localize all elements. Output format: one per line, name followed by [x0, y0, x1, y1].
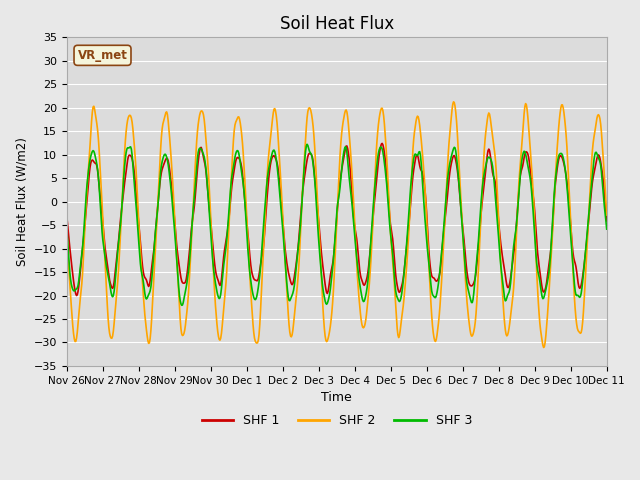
SHF 3 [303, 142, 311, 147]
Line: SHF 2: SHF 2 [67, 102, 607, 348]
SHF 2 [450, 99, 458, 105]
SHF 3 [128, 152, 136, 158]
Line: SHF 1: SHF 1 [67, 144, 607, 296]
SHF 1 [73, 293, 81, 299]
SHF 3 [404, 227, 412, 233]
SHF 2 [63, 230, 70, 236]
SHF 1 [603, 218, 611, 224]
SHF 2 [73, 336, 81, 341]
SHF 3 [420, 196, 428, 202]
SHF 2 [540, 345, 547, 350]
SHF 2 [183, 309, 191, 314]
SHF 1 [378, 141, 386, 146]
Text: VR_met: VR_met [77, 49, 127, 62]
SHF 3 [184, 275, 191, 280]
SHF 1 [212, 272, 220, 277]
SHF 1 [63, 213, 70, 218]
Line: SHF 3: SHF 3 [67, 144, 607, 305]
SHF 2 [403, 269, 410, 275]
SHF 2 [418, 145, 426, 151]
SHF 3 [73, 286, 81, 292]
SHF 1 [420, 175, 428, 181]
SHF 1 [74, 292, 81, 298]
SHF 3 [63, 226, 70, 231]
SHF 2 [603, 212, 611, 218]
SHF 2 [212, 303, 220, 309]
SHF 2 [128, 120, 136, 125]
SHF 3 [212, 285, 220, 290]
SHF 3 [178, 302, 186, 308]
SHF 1 [404, 233, 412, 239]
Y-axis label: Soil Heat Flux (W/m2): Soil Heat Flux (W/m2) [15, 137, 28, 266]
Title: Soil Heat Flux: Soil Heat Flux [280, 15, 394, 33]
X-axis label: Time: Time [321, 391, 352, 404]
SHF 1 [184, 266, 191, 272]
SHF 3 [603, 226, 611, 232]
Legend: SHF 1, SHF 2, SHF 3: SHF 1, SHF 2, SHF 3 [196, 409, 477, 432]
SHF 1 [129, 159, 137, 165]
